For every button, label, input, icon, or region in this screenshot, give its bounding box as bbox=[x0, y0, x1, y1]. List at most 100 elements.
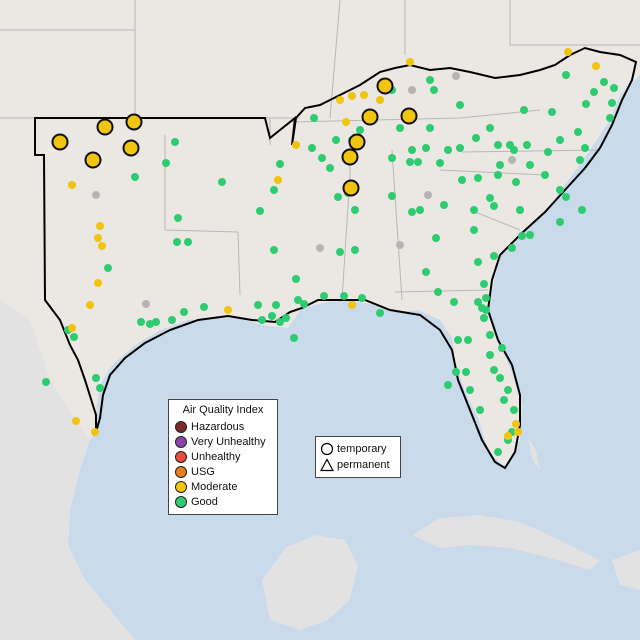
monitor-good[interactable] bbox=[426, 124, 434, 132]
monitor-good[interactable] bbox=[494, 171, 502, 179]
monitor-good[interactable] bbox=[174, 214, 182, 222]
monitor-good[interactable] bbox=[308, 144, 316, 152]
monitor-good[interactable] bbox=[450, 298, 458, 306]
monitor-moderate[interactable] bbox=[336, 96, 344, 104]
monitor-good[interactable] bbox=[504, 386, 512, 394]
monitor-good[interactable] bbox=[486, 351, 494, 359]
monitor-good[interactable] bbox=[458, 176, 466, 184]
monitor-good[interactable] bbox=[432, 234, 440, 242]
temporary-monitor-moderate[interactable] bbox=[84, 151, 102, 169]
monitor-good[interactable] bbox=[541, 171, 549, 179]
monitor-good[interactable] bbox=[452, 368, 460, 376]
temporary-monitor-moderate[interactable] bbox=[400, 107, 418, 125]
temporary-monitor-moderate[interactable] bbox=[125, 113, 143, 131]
monitor-good[interactable] bbox=[430, 86, 438, 94]
monitor-good[interactable] bbox=[256, 207, 264, 215]
monitor-good[interactable] bbox=[582, 100, 590, 108]
monitor-good[interactable] bbox=[180, 308, 188, 316]
monitor-good[interactable] bbox=[526, 231, 534, 239]
monitor-good[interactable] bbox=[436, 159, 444, 167]
monitor-good[interactable] bbox=[162, 159, 170, 167]
monitor-good[interactable] bbox=[356, 126, 364, 134]
monitor-good[interactable] bbox=[472, 134, 480, 142]
monitor-good[interactable] bbox=[556, 218, 564, 226]
monitor-good[interactable] bbox=[152, 318, 160, 326]
monitor-moderate[interactable] bbox=[592, 62, 600, 70]
monitor-moderate[interactable] bbox=[348, 92, 356, 100]
monitor-good[interactable] bbox=[104, 264, 112, 272]
monitor-good[interactable] bbox=[440, 201, 448, 209]
monitor-good[interactable] bbox=[270, 246, 278, 254]
monitor-good[interactable] bbox=[294, 296, 302, 304]
monitor-good[interactable] bbox=[556, 186, 564, 194]
monitor-good[interactable] bbox=[270, 186, 278, 194]
monitor-good[interactable] bbox=[562, 193, 570, 201]
monitor-good[interactable] bbox=[332, 136, 340, 144]
monitor-good[interactable] bbox=[610, 84, 618, 92]
monitor-moderate[interactable] bbox=[504, 432, 512, 440]
monitor-good[interactable] bbox=[290, 334, 298, 342]
monitor-good[interactable] bbox=[486, 124, 494, 132]
monitor-no-data[interactable] bbox=[424, 191, 432, 199]
monitor-good[interactable] bbox=[310, 114, 318, 122]
monitor-moderate[interactable] bbox=[292, 141, 300, 149]
monitor-good[interactable] bbox=[258, 316, 266, 324]
monitor-good[interactable] bbox=[282, 314, 290, 322]
monitor-good[interactable] bbox=[334, 193, 342, 201]
monitor-moderate[interactable] bbox=[68, 181, 76, 189]
monitor-good[interactable] bbox=[137, 318, 145, 326]
monitor-good[interactable] bbox=[358, 294, 366, 302]
temporary-monitor-moderate[interactable] bbox=[361, 108, 379, 126]
monitor-good[interactable] bbox=[523, 141, 531, 149]
monitor-good[interactable] bbox=[340, 292, 348, 300]
temporary-monitor-moderate[interactable] bbox=[341, 148, 359, 166]
monitor-good[interactable] bbox=[480, 314, 488, 322]
monitor-no-data[interactable] bbox=[396, 241, 404, 249]
monitor-good[interactable] bbox=[268, 312, 276, 320]
monitor-moderate[interactable] bbox=[512, 420, 520, 428]
monitor-good[interactable] bbox=[464, 336, 472, 344]
temporary-monitor-moderate[interactable] bbox=[348, 133, 366, 151]
monitor-moderate[interactable] bbox=[342, 118, 350, 126]
monitor-good[interactable] bbox=[444, 146, 452, 154]
monitor-good[interactable] bbox=[470, 226, 478, 234]
temporary-monitor-moderate[interactable] bbox=[122, 139, 140, 157]
monitor-good[interactable] bbox=[462, 368, 470, 376]
monitor-good[interactable] bbox=[184, 238, 192, 246]
monitor-moderate[interactable] bbox=[376, 96, 384, 104]
monitor-good[interactable] bbox=[351, 246, 359, 254]
monitor-good[interactable] bbox=[171, 138, 179, 146]
monitor-no-data[interactable] bbox=[508, 156, 516, 164]
monitor-good[interactable] bbox=[600, 78, 608, 86]
monitor-no-data[interactable] bbox=[452, 72, 460, 80]
temporary-monitor-moderate[interactable] bbox=[342, 179, 360, 197]
monitor-good[interactable] bbox=[494, 448, 502, 456]
temporary-monitor-moderate[interactable] bbox=[51, 133, 69, 151]
monitor-moderate[interactable] bbox=[514, 428, 522, 436]
monitor-good[interactable] bbox=[494, 141, 502, 149]
monitor-moderate[interactable] bbox=[348, 301, 356, 309]
monitor-good[interactable] bbox=[336, 248, 344, 256]
monitor-good[interactable] bbox=[482, 294, 490, 302]
monitor-good[interactable] bbox=[456, 144, 464, 152]
monitor-moderate[interactable] bbox=[274, 176, 282, 184]
monitor-good[interactable] bbox=[581, 144, 589, 152]
monitor-good[interactable] bbox=[510, 146, 518, 154]
monitor-good[interactable] bbox=[422, 144, 430, 152]
monitor-good[interactable] bbox=[422, 268, 430, 276]
monitor-moderate[interactable] bbox=[98, 242, 106, 250]
monitor-good[interactable] bbox=[326, 164, 334, 172]
monitor-good[interactable] bbox=[574, 128, 582, 136]
monitor-good[interactable] bbox=[556, 136, 564, 144]
monitor-good[interactable] bbox=[318, 154, 326, 162]
monitor-good[interactable] bbox=[608, 99, 616, 107]
monitor-good[interactable] bbox=[434, 288, 442, 296]
monitor-good[interactable] bbox=[276, 160, 284, 168]
monitor-good[interactable] bbox=[482, 306, 490, 314]
monitor-good[interactable] bbox=[480, 280, 488, 288]
monitor-good[interactable] bbox=[254, 301, 262, 309]
monitor-good[interactable] bbox=[173, 238, 181, 246]
monitor-good[interactable] bbox=[496, 374, 504, 382]
monitor-no-data[interactable] bbox=[92, 191, 100, 199]
monitor-good[interactable] bbox=[486, 331, 494, 339]
